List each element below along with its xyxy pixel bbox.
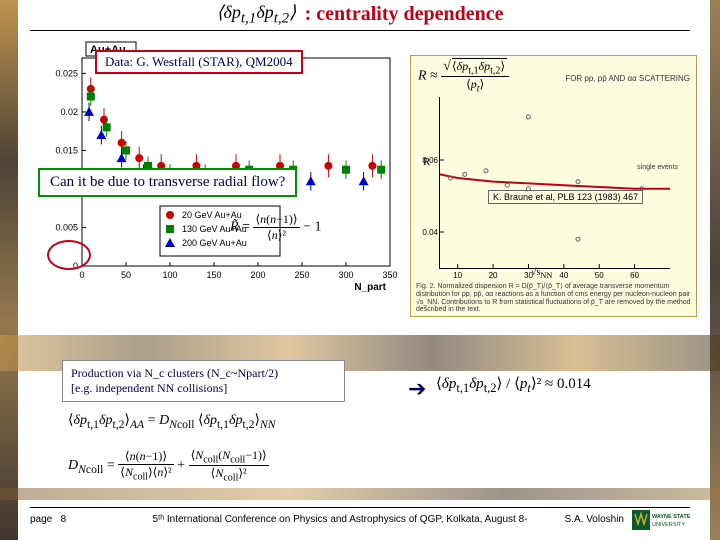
svg-text:0: 0	[79, 270, 84, 280]
page-number: 8	[61, 514, 67, 525]
svg-text:N_part: N_part	[354, 282, 386, 293]
svg-text:0.025: 0.025	[55, 68, 78, 78]
right-chart-xlabel: √sNN	[531, 267, 552, 280]
university-logo: WAYNE STATE UNIVERSITY	[632, 510, 690, 530]
svg-text:0.015: 0.015	[55, 145, 78, 155]
production-line1: Production via N_c clusters (N_c~Npart/2…	[71, 366, 336, 381]
svg-text:50: 50	[121, 270, 131, 280]
svg-text:60: 60	[630, 271, 639, 280]
title-row: ⟨δpt,1δpt,2⟩ : centrality dependence	[30, 2, 690, 32]
question-box: Can it be due to transverse radial flow?	[38, 168, 297, 197]
svg-text:UNIVERSITY: UNIVERSITY	[652, 522, 685, 528]
eq-r: R ≈ √⟨δpt,1δpt,2⟩ ⟨pt⟩	[412, 56, 515, 97]
bg-strip-bottom	[0, 488, 720, 500]
svg-text:50: 50	[595, 271, 604, 280]
footer: page 8 5ᵗʰ International Conference on P…	[30, 507, 690, 534]
right-plot-annot-inside: single events	[637, 164, 678, 171]
bg-strip-right	[710, 0, 720, 540]
conference-text: 5ᵗʰ International Conference on Physics …	[130, 514, 550, 525]
title-equation: ⟨δpt,1δpt,2⟩	[216, 2, 300, 22]
eq-result: ⟨δpt,1δpt,2⟩ / ⟨pt⟩² ≈ 0.014	[436, 374, 591, 396]
eq-r-tilde: R̃ = ⟨n(n−1)⟩⟨n⟩² − 1	[230, 212, 322, 243]
svg-text:350: 350	[382, 270, 397, 280]
right-chart-svg: 0.040.060.08102030405060	[440, 88, 670, 268]
svg-text:100: 100	[162, 270, 177, 280]
svg-text:40: 40	[559, 271, 568, 280]
svg-text:WAYNE STATE: WAYNE STATE	[652, 514, 690, 520]
svg-text:10: 10	[453, 271, 462, 280]
eq-aa: ⟨δpt,1δpt,2⟩AA = DNcoll ⟨δpt,1δpt,2⟩NN	[68, 412, 275, 431]
page-indicator: page 8	[30, 514, 66, 525]
svg-text:0.005: 0.005	[55, 222, 78, 232]
svg-text:300: 300	[338, 270, 353, 280]
author-text: S.A. Voloshin	[565, 514, 624, 525]
right-chart-ylabel: R	[423, 156, 430, 168]
right-chart-annot-top: FOR pp, pp̄ AND αα SCATTERING	[565, 74, 690, 83]
data-caption-box: Data: G. Westfall (STAR), QM2004	[95, 50, 303, 74]
bg-strip-left	[0, 0, 18, 540]
reference-box: K. Braune et al, PLB 123 (1983) 467	[488, 190, 643, 204]
svg-text:20: 20	[489, 271, 498, 280]
highlight-oval	[47, 240, 91, 270]
svg-text:0.04: 0.04	[422, 228, 438, 237]
page-label: page	[30, 514, 52, 525]
slide: ⟨δpt,1δpt,2⟩ : centrality dependence Au+…	[0, 0, 720, 540]
right-chart-caption: Fig. 2. Normalized dispersion R = D(p̄_T…	[416, 283, 691, 314]
title-text: : centrality dependence	[305, 3, 504, 25]
production-box: Production via N_c clusters (N_c~Npart/2…	[62, 360, 345, 402]
svg-text:0.02: 0.02	[60, 107, 78, 117]
arrow-icon: ➔	[408, 376, 426, 402]
svg-text:150: 150	[206, 270, 221, 280]
right-chart-plot: 0.040.060.08102030405060	[439, 88, 670, 269]
svg-text:250: 250	[294, 270, 309, 280]
title-rule	[30, 30, 690, 31]
svg-text:200: 200	[250, 270, 265, 280]
production-line2: [e.g. independent NN collisions]	[71, 381, 336, 396]
eq-dncoll: DNcoll = ⟨n(n−1)⟩⟨Ncoll⟩⟨n⟩² + ⟨Ncoll(Nc…	[68, 448, 269, 484]
